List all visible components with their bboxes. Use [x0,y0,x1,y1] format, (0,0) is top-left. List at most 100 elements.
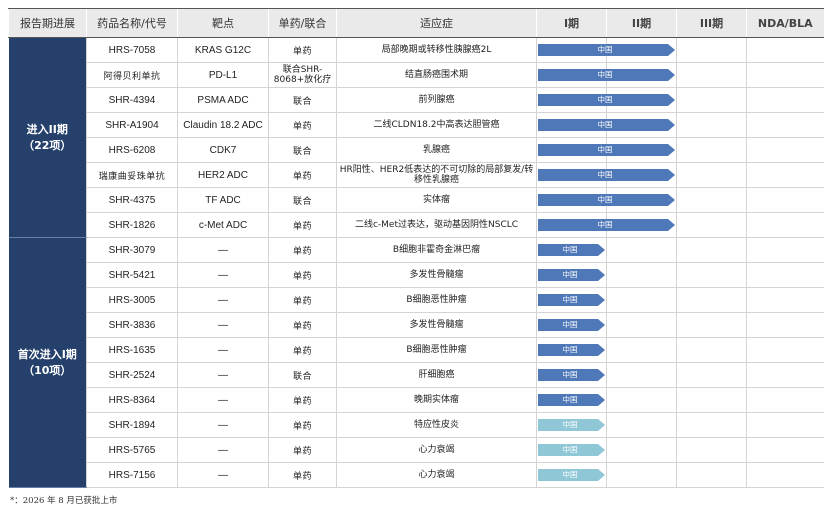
drug-name-cell: SHR-3079 [86,237,178,263]
progress-bar: 中国 [538,144,675,156]
phase-cell [676,87,747,113]
target-cell: PD-L1 [177,62,269,88]
stage-group-label: 进入II期 （22项） [8,37,87,238]
progress-bar-region: 中国 [538,269,598,281]
indication-cell: 二线CLDN18.2中高表达胆管癌 [336,112,537,138]
indication-cell: 实体瘤 [336,187,537,213]
combo-cell: 单药 [268,312,337,338]
arrow-tip-icon [668,44,675,56]
table-row: SHR-2524— 联合 肝细胞癌 中国 [9,362,824,388]
phase-cell [746,87,824,113]
phase-cell [676,412,747,438]
phase-cell [676,187,747,213]
drug-name-cell: 瑞康曲妥珠单抗 [86,162,178,188]
phase-cell [746,112,824,138]
phase-cell [676,462,747,488]
header-phase-3: III期 [676,8,747,38]
table-row: HRS-8364— 单药 晚期实体瘤 中国 [9,387,824,413]
phase-cell [746,262,824,288]
phase-cell [606,262,677,288]
drug-name-cell: SHR-5421 [86,262,178,288]
drug-name-cell: HRS-5765 [86,437,178,463]
drug-name-cell: HRS-7058 [86,37,178,63]
combo-cell: 联合 [268,87,337,113]
arrow-tip-icon [598,369,605,381]
drug-name-cell: HRS-6208 [86,137,178,163]
phase-cell [676,287,747,313]
progress-bar-region: 中国 [538,194,668,206]
target-cell: — [177,312,269,338]
phase-cell [606,312,677,338]
header-indication: 适应症 [336,8,537,38]
drug-name-cell: 阿得贝利单抗 [86,62,178,88]
target-cell: TF ADC [177,187,269,213]
phase-cell [676,112,747,138]
indication-cell: 晚期实体瘤 [336,387,537,413]
drug-name-cell: SHR-4394 [86,87,178,113]
drug-name-cell: HRS-1635 [86,337,178,363]
progress-bar-region: 中国 [538,369,598,381]
indication-cell: B细胞恶性肿瘤 [336,287,537,313]
phase-cell [606,362,677,388]
indication-cell: 二线c-Met过表达，驱动基因阴性NSCLC [336,212,537,238]
phase-cell: 中国 [536,212,675,238]
indication-cell: 心力衰竭 [336,437,537,463]
drug-name-cell: SHR-3836 [86,312,178,338]
target-cell: Claudin 18.2 ADC [177,112,269,138]
phase-cell [606,387,677,413]
phase-cell: 中国 [536,237,607,263]
target-cell: — [177,362,269,388]
drug-name-cell: HRS-8364 [86,387,178,413]
header-target: 靶点 [177,8,269,38]
target-cell: — [177,412,269,438]
progress-bar-region: 中国 [538,144,668,156]
phase-cell [606,437,677,463]
stage-group-count: （22项） [23,138,72,152]
combo-cell: 单药 [268,262,337,288]
table-row: 进入II期 （22项） HRS-7058 KRAS G12C 单药 局部晚期或转移性胰腺癌… [8,37,824,238]
progress-bar-region: 中国 [538,469,598,481]
phase-cell: 中国 [536,362,607,388]
progress-bar: 中国 [538,469,605,481]
drug-name-cell: SHR-2524 [86,362,178,388]
phase-cell [676,62,747,88]
phase-cell: 中国 [536,337,607,363]
stage-group-title: 首次进入I期 [17,347,77,361]
phase-cell [676,312,747,338]
phase-cell: 中国 [536,137,675,163]
phase-cell: 中国 [536,312,607,338]
progress-bar: 中国 [538,94,675,106]
arrow-tip-icon [598,344,605,356]
arrow-tip-icon [598,269,605,281]
phase-cell: 中国 [536,387,607,413]
phase-cell: 中国 [536,262,607,288]
phase-cell [746,462,824,488]
phase-cell [746,337,824,363]
table-row: HRS-6208 CDK7 联合 乳腺癌 中国 [9,137,824,163]
progress-bar: 中国 [538,319,605,331]
arrow-tip-icon [668,119,675,131]
phase-cell [746,412,824,438]
indication-cell: 结直肠癌围术期 [336,62,537,88]
footnote: *：2026 年 8 月已获批上市 [10,496,118,506]
phase-cell [746,37,824,63]
arrow-tip-icon [598,419,605,431]
progress-bar: 中国 [538,269,605,281]
progress-bar: 中国 [538,244,605,256]
phase-cell: 中国 [536,62,675,88]
target-cell: — [177,462,269,488]
arrow-tip-icon [668,169,675,181]
progress-bar: 中国 [538,44,675,56]
table-row: SHR-1826 c-Met ADC 单药 二线c-Met过表达，驱动基因阴性NSCL… [9,212,824,238]
target-cell: — [177,237,269,263]
phase-cell [676,137,747,163]
table-row: 阿得贝利单抗 PD-L1 联合SHR-8068+放化疗 结直肠癌围术期 中国 [9,62,824,88]
arrow-tip-icon [668,219,675,231]
stage-group-label: 首次进入I期 （10项） [8,237,87,488]
combo-cell: 联合 [268,362,337,388]
phase-cell [676,437,747,463]
progress-bar: 中国 [538,444,605,456]
stage-group-count: （10项） [23,363,72,377]
indication-cell: 多发性骨髓瘤 [336,262,537,288]
stage-group-title: 进入II期 [26,122,68,136]
